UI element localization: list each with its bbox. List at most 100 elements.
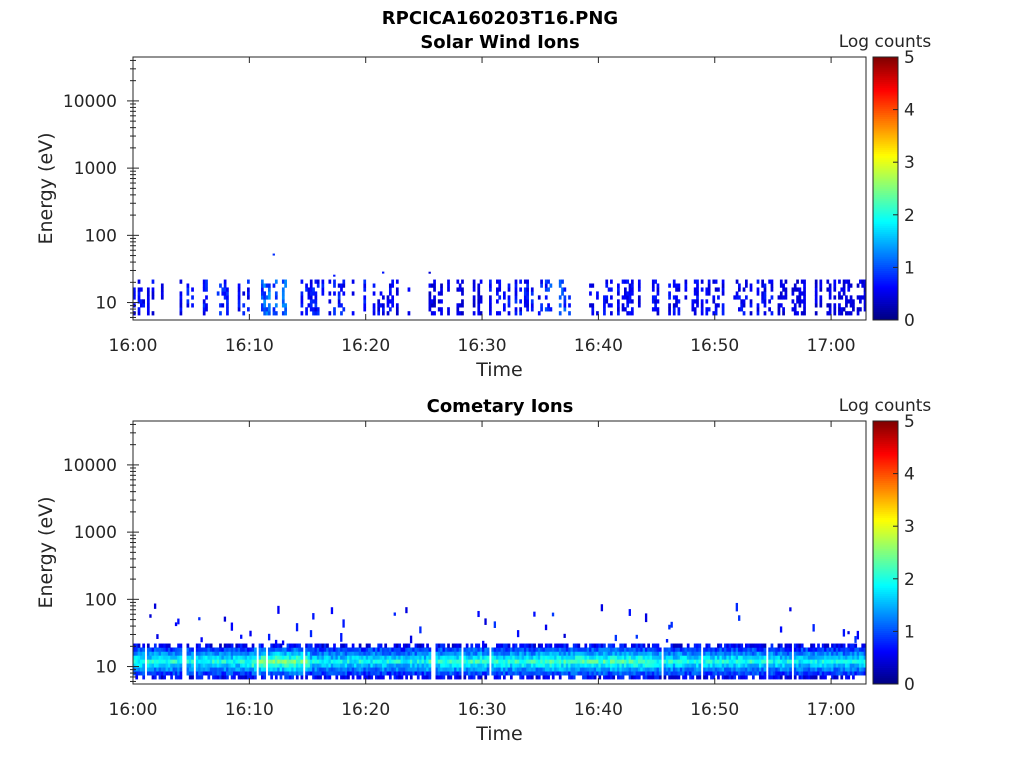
heatmap-cell (142, 659, 146, 664)
heatmap-cell (447, 675, 450, 680)
heatmap-cell (749, 643, 753, 648)
heatmap-cell (307, 295, 311, 300)
heatmap-cell (421, 655, 425, 660)
heatmap-cell (496, 667, 499, 672)
heatmap (133, 253, 867, 316)
colorbar-cell (873, 174, 898, 177)
heatmap-cell (584, 651, 588, 656)
heatmap-cell (242, 671, 246, 676)
heatmap-cell (419, 655, 422, 660)
heatmap-cell (444, 663, 448, 668)
heatmap-cell (207, 659, 211, 664)
heatmap-cell (207, 671, 211, 676)
heatmap-cell (365, 659, 369, 664)
heatmap-cell (202, 307, 206, 312)
heatmap-cell (551, 655, 555, 660)
heatmap-cell (623, 667, 627, 672)
heatmap-cell (682, 651, 685, 656)
heatmap-cell (824, 647, 827, 652)
heatmap-cell (351, 663, 355, 668)
heatmap-cell (577, 659, 581, 664)
heatmap-cell (717, 659, 720, 664)
heatmap-cell (845, 663, 848, 668)
heatmap-cell (828, 651, 832, 656)
heatmap-cell (528, 659, 532, 664)
heatmap-cell (800, 647, 804, 652)
heatmap-cell (247, 671, 250, 676)
heatmap-cell (724, 659, 727, 664)
heatmap-cell (312, 667, 315, 672)
heatmap-cell (370, 671, 374, 676)
heatmap-cell (824, 663, 827, 668)
heatmap-cell (428, 303, 432, 308)
heatmap-cell (447, 655, 450, 660)
x-tick-label: 16:00 (109, 700, 158, 720)
heatmap-cell (349, 647, 353, 652)
heatmap-cell (326, 659, 329, 664)
heatmap-cell (249, 630, 252, 637)
heatmap-cell (337, 291, 341, 296)
colorbar-cell (873, 307, 898, 311)
heatmap-cell (482, 659, 485, 664)
heatmap-cell (640, 671, 644, 676)
heatmap-cell (340, 675, 343, 680)
heatmap-cell (263, 299, 267, 304)
heatmap-cell (826, 663, 830, 668)
heatmap-cell (637, 283, 641, 288)
heatmap-cell (142, 655, 146, 660)
heatmap-cell (770, 663, 774, 668)
colorbar-cell (873, 309, 898, 313)
heatmap-cell (756, 307, 760, 312)
heatmap-cell (412, 651, 415, 656)
heatmap-cell (449, 651, 453, 656)
heatmap-cell (146, 303, 150, 308)
colorbar-cell (873, 642, 898, 646)
heatmap-cell (731, 651, 734, 656)
heatmap-cell (689, 659, 692, 664)
colorbar-cell (873, 67, 898, 70)
heatmap-cell (205, 295, 208, 300)
heatmap-cell (733, 671, 737, 676)
colorbar-cell (873, 85, 898, 89)
heatmap-cell (598, 671, 602, 676)
heatmap-cell (372, 659, 376, 664)
heatmap-cell (319, 643, 322, 648)
colorbar-cell (873, 529, 898, 533)
heatmap-cell (209, 647, 213, 652)
heatmap-cell (149, 659, 153, 664)
heatmap-cell (621, 671, 625, 676)
heatmap-cell (561, 279, 564, 284)
colorbar-cell (873, 141, 898, 144)
heatmap-cell (365, 675, 369, 680)
heatmap-cell (295, 651, 299, 656)
heatmap-cell (370, 651, 374, 656)
y-tick-label: 1000 (74, 159, 117, 179)
heatmap-cell (475, 651, 478, 656)
heatmap-cell (281, 279, 285, 284)
heatmap-cell (489, 295, 492, 300)
heatmap-cell (712, 671, 716, 676)
heatmap-cell (596, 659, 599, 664)
heatmap-cell (763, 655, 767, 660)
heatmap-cell (842, 279, 846, 284)
heatmap-cell (512, 671, 516, 676)
heatmap-cell (863, 667, 867, 672)
heatmap-cell (561, 647, 564, 652)
heatmap-cell (146, 299, 150, 304)
heatmap-cell (549, 655, 553, 660)
heatmap-cell (198, 655, 201, 660)
heatmap-cell (489, 311, 492, 316)
heatmap-cell (202, 663, 206, 668)
heatmap-cell (288, 675, 292, 680)
heatmap-cell (409, 667, 413, 672)
heatmap-cell (377, 643, 381, 648)
heatmap-cell (810, 671, 813, 676)
heatmap-cell (547, 279, 550, 284)
heatmap-cell (146, 659, 150, 664)
heatmap-cell (242, 291, 246, 296)
heatmap-cell (749, 303, 753, 308)
heatmap-cell (149, 663, 153, 668)
heatmap-cell (477, 647, 481, 652)
heatmap-cell (307, 647, 311, 652)
heatmap-cell (477, 303, 481, 308)
